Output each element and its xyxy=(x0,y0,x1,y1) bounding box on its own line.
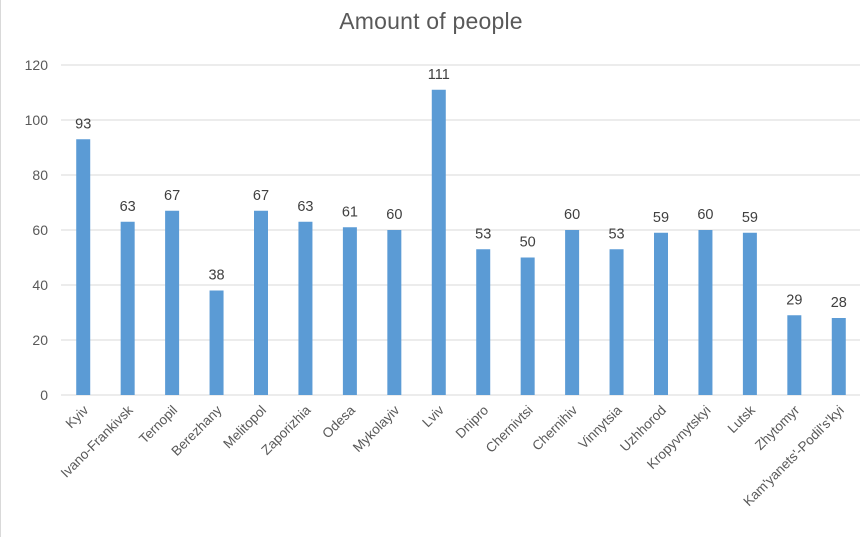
data-label: 59 xyxy=(742,210,758,226)
data-label: 53 xyxy=(608,226,624,242)
data-label: 53 xyxy=(475,226,491,242)
x-tick-label: Mykolayiv xyxy=(350,402,403,455)
data-label: 61 xyxy=(342,204,358,220)
bar xyxy=(787,315,802,395)
data-labels: 93 63 67 38 67 63 61 60 111 53 50 60 53 59 60 59 29 28 xyxy=(75,67,847,311)
bar xyxy=(387,230,402,395)
bar xyxy=(742,232,757,395)
bar xyxy=(476,249,491,395)
bar xyxy=(342,227,357,395)
x-tick-label: Chernivtsi xyxy=(483,403,536,456)
bar xyxy=(76,139,91,395)
x-tick-label: Chernihiv xyxy=(529,402,580,453)
bar xyxy=(565,230,580,395)
data-label: 63 xyxy=(297,199,313,215)
x-tick-label: Ternopil xyxy=(136,403,180,447)
y-tick-label: 40 xyxy=(32,277,48,293)
x-tick-label: Zaporizhia xyxy=(258,402,314,458)
x-tick-label: Lutsk xyxy=(725,402,759,436)
bar xyxy=(520,257,535,395)
y-tick-label: 0 xyxy=(40,387,48,403)
data-label: 67 xyxy=(253,188,269,204)
data-label: 111 xyxy=(428,67,450,83)
x-tick-label: Kyiv xyxy=(63,402,92,431)
data-label: 60 xyxy=(697,207,713,223)
data-label: 38 xyxy=(208,268,224,284)
bar xyxy=(609,249,624,395)
x-tick-label: Odesa xyxy=(319,402,358,441)
bar xyxy=(209,290,224,395)
data-label: 59 xyxy=(653,210,669,226)
bar xyxy=(120,221,135,395)
gridlines xyxy=(61,64,860,396)
y-tick-label: 80 xyxy=(32,167,48,183)
bar xyxy=(254,210,268,395)
data-label: 60 xyxy=(564,207,580,223)
bar xyxy=(654,232,668,395)
chart-title: Amount of people xyxy=(339,8,523,34)
y-tick-label: 60 xyxy=(32,222,48,238)
bar xyxy=(698,230,713,395)
data-label: 28 xyxy=(831,295,847,311)
data-label: 93 xyxy=(75,116,91,132)
y-tick-label: 20 xyxy=(32,332,48,348)
bar xyxy=(298,221,313,395)
bar xyxy=(831,318,846,395)
x-tick-label: Lviv xyxy=(419,402,447,430)
y-tick-label: 100 xyxy=(25,112,49,128)
bars xyxy=(76,89,846,395)
data-label: 50 xyxy=(520,235,536,251)
bar xyxy=(165,210,180,395)
x-tick-label: Dnipro xyxy=(453,403,492,442)
y-tick-label: 120 xyxy=(25,57,49,73)
data-label: 67 xyxy=(164,188,180,204)
data-label: 63 xyxy=(120,199,136,215)
data-label: 60 xyxy=(386,207,402,223)
bar xyxy=(431,89,446,395)
data-label: 29 xyxy=(786,292,802,308)
y-axis-ticks: 0 20 40 60 80 100 120 xyxy=(25,57,49,403)
